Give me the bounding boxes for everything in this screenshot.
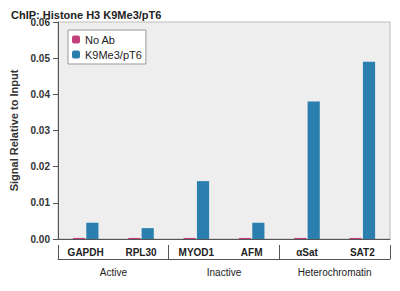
- svg-text:0.03: 0.03: [31, 125, 51, 136]
- svg-text:GAPDH: GAPDH: [68, 247, 104, 258]
- svg-text:K9Me3/pT6: K9Me3/pT6: [85, 49, 142, 61]
- svg-text:Active: Active: [100, 267, 128, 278]
- svg-text:No Ab: No Ab: [85, 34, 115, 46]
- svg-text:ChIP: Histone H3 K9Me3/pT6: ChIP: Histone H3 K9Me3/pT6: [11, 9, 161, 21]
- svg-text:0.05: 0.05: [31, 53, 51, 64]
- svg-text:0.04: 0.04: [31, 89, 51, 100]
- svg-text:SAT2: SAT2: [350, 247, 375, 258]
- svg-text:RPL30: RPL30: [125, 247, 157, 258]
- svg-text:0.02: 0.02: [31, 161, 51, 172]
- svg-text:αSat: αSat: [296, 247, 318, 258]
- svg-text:Heterochromatin: Heterochromatin: [298, 267, 372, 278]
- svg-text:0.06: 0.06: [30, 16, 50, 28]
- svg-text:Signal Relative to Input: Signal Relative to Input: [8, 69, 20, 191]
- svg-text:AFM: AFM: [241, 247, 263, 258]
- svg-text:0.01: 0.01: [31, 197, 51, 208]
- svg-text:MYOD1: MYOD1: [179, 247, 215, 258]
- svg-text:Inactive: Inactive: [207, 267, 242, 278]
- svg-text:0.00: 0.00: [31, 234, 51, 245]
